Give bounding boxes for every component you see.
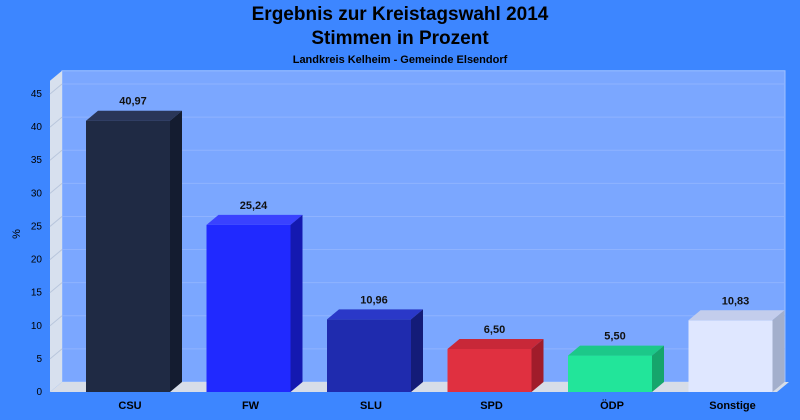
bar xyxy=(447,348,532,392)
y-tick-label: 40 xyxy=(31,122,43,133)
bar-top xyxy=(568,345,664,356)
x-tick-label: CSU xyxy=(118,400,141,412)
bar xyxy=(568,355,652,392)
y-tick-label: 35 xyxy=(31,155,43,166)
data-label: 10,83 xyxy=(722,295,750,307)
chart-title: Ergebnis zur Kreistagswahl 2014 xyxy=(251,4,549,25)
y-axis-label: % xyxy=(11,229,23,239)
y-tick-label: 15 xyxy=(31,288,43,299)
plot-back-wall xyxy=(61,70,786,383)
bar-side xyxy=(531,338,544,392)
data-label: 25,24 xyxy=(240,200,268,212)
gridline-side xyxy=(49,348,63,360)
y-tick-label: 10 xyxy=(31,321,43,332)
bar xyxy=(688,320,773,392)
y-tick-label: 5 xyxy=(36,354,42,365)
bar-side xyxy=(411,309,423,392)
bar-side xyxy=(772,310,785,392)
bar-top xyxy=(688,310,785,321)
data-label: 6,50 xyxy=(484,324,505,336)
gridline-side xyxy=(49,83,63,95)
y-tick-label: 25 xyxy=(31,221,43,232)
gridline-side xyxy=(49,182,63,194)
bar-side xyxy=(290,214,303,392)
gridline-side xyxy=(49,249,63,260)
bar-side xyxy=(170,110,182,392)
bar-side xyxy=(652,345,664,392)
gridline-side xyxy=(49,216,63,227)
plot-side-wall xyxy=(50,70,62,392)
y-tick-label: 45 xyxy=(31,89,43,100)
x-tick-label: ÖDP xyxy=(600,399,624,412)
gridline-side xyxy=(49,315,63,327)
x-tick-label: FW xyxy=(242,400,260,412)
gridline-side xyxy=(49,149,63,161)
y-tick-label: 0 xyxy=(36,387,42,398)
bar-top xyxy=(206,214,303,225)
gridline-side xyxy=(49,116,63,128)
chart-caption: Landkreis Kelheim - Gemeinde Elsendorf xyxy=(292,54,508,66)
bar-top xyxy=(327,309,423,320)
x-tick-label: Sonstige xyxy=(709,400,755,412)
bar xyxy=(86,120,170,392)
chart-subtitle: Stimmen in Prozent xyxy=(311,28,489,49)
gridline-side xyxy=(49,282,63,294)
data-label: 5,50 xyxy=(604,331,625,343)
y-tick-label: 30 xyxy=(31,188,43,199)
bar xyxy=(327,319,411,392)
bar xyxy=(206,224,291,392)
x-tick-label: SLU xyxy=(360,400,382,412)
bar-top xyxy=(447,338,544,349)
y-tick-label: 20 xyxy=(31,255,43,266)
x-tick-label: SPD xyxy=(480,400,503,412)
data-label: 10,96 xyxy=(360,294,388,306)
bar-top xyxy=(86,110,182,121)
data-label: 40,97 xyxy=(119,96,147,108)
